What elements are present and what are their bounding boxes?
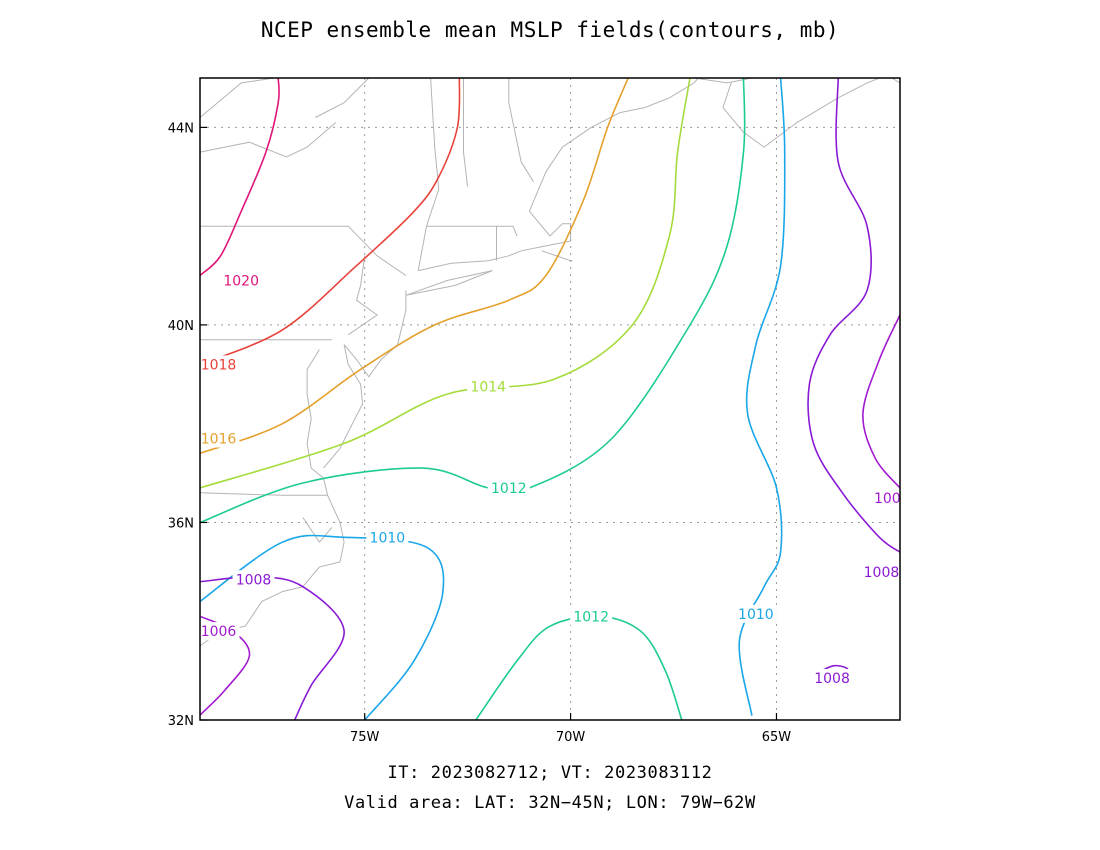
coastline-segment — [306, 349, 329, 496]
coastline-segment — [200, 492, 328, 496]
contour-1012 — [200, 78, 746, 524]
contour-1018 — [200, 78, 461, 366]
y-tick-label: 36N — [168, 516, 194, 531]
contour-label-bg — [860, 562, 900, 581]
coastline-segment — [302, 517, 333, 544]
coastline-segment — [463, 78, 469, 187]
axis-ticks: 75W 70W 65W 32N 36N 40N 44N — [168, 121, 792, 745]
contour-label: 1010 — [738, 607, 774, 623]
contour-label: 1014 — [470, 380, 506, 396]
coastline-segment — [323, 344, 364, 469]
plot-frame — [199, 77, 901, 721]
contour-label: 1020 — [223, 273, 259, 289]
contour-label: 1008 — [236, 572, 272, 588]
contour-1010 — [200, 534, 445, 720]
contour-1020 — [200, 78, 280, 277]
contour-1012 — [475, 615, 683, 720]
contour-label-bg — [200, 429, 240, 448]
contour-label: 1010 — [370, 530, 406, 546]
contour-label-bg — [232, 570, 275, 589]
grid-layer — [200, 78, 900, 720]
contour-label-bg — [487, 478, 530, 497]
x-tick-label: 75W — [350, 730, 380, 745]
contour-1008 — [200, 575, 345, 720]
coastline-segment — [722, 78, 880, 148]
chart-title: NCEP ensemble mean MSLP fields(contours,… — [260, 18, 840, 42]
contour-label-bg — [811, 669, 854, 688]
coastline-segment — [200, 78, 275, 118]
coastline-segment — [405, 270, 493, 296]
contour-1006 — [862, 314, 900, 489]
y-tick-label: 40N — [168, 319, 194, 334]
coastline-segment — [722, 82, 732, 108]
contour-layer: 1020 1018 1016 1014 1012 1012 1010 1010 1008 1008… — [200, 78, 910, 720]
contour-label: 1006 — [874, 491, 910, 507]
y-tick-label: 32N — [168, 714, 194, 729]
coastline-segment — [418, 78, 699, 272]
contour-label-bg — [366, 528, 409, 547]
contour-label: 1012 — [491, 481, 527, 497]
contour-label-bg — [734, 604, 777, 623]
contour-label: 1018 — [201, 357, 237, 373]
coastline-layer — [200, 78, 900, 647]
contour-label-bg — [467, 377, 510, 396]
y-tick-label: 44N — [168, 121, 194, 136]
contour-1008 — [807, 78, 900, 553]
coastline-segment — [200, 122, 337, 158]
contour-label: 1008 — [864, 565, 900, 581]
coastline-segment — [200, 225, 407, 276]
contour-label-bg — [570, 607, 613, 626]
contour-label: 1012 — [573, 609, 609, 625]
coastline-segment — [879, 78, 900, 84]
footer-area: Valid area: LAT: 32N−45N; LON: 79W−62W — [344, 793, 756, 813]
contour-label: 1006 — [201, 624, 237, 640]
contour-1016 — [200, 78, 629, 455]
x-tick-label: 70W — [556, 730, 586, 745]
contour-1014 — [200, 78, 691, 489]
contour-label-bg — [200, 355, 240, 374]
contour-label: 1008 — [814, 671, 850, 687]
contour-label-bg — [200, 622, 240, 641]
coastline-segment — [347, 255, 378, 336]
coastline-segment — [315, 78, 370, 118]
coastline-segment — [343, 290, 407, 378]
footer-times: IT: 2023082712; VT: 2023083112 — [387, 763, 713, 783]
coastline-segment — [508, 78, 534, 182]
coastline-segment — [417, 78, 440, 271]
contour-label: 1016 — [201, 432, 237, 448]
contour-label-bg — [870, 488, 900, 507]
coastline-segment — [426, 225, 518, 237]
contour-label-bg — [220, 271, 263, 290]
x-tick-label: 65W — [762, 730, 792, 745]
